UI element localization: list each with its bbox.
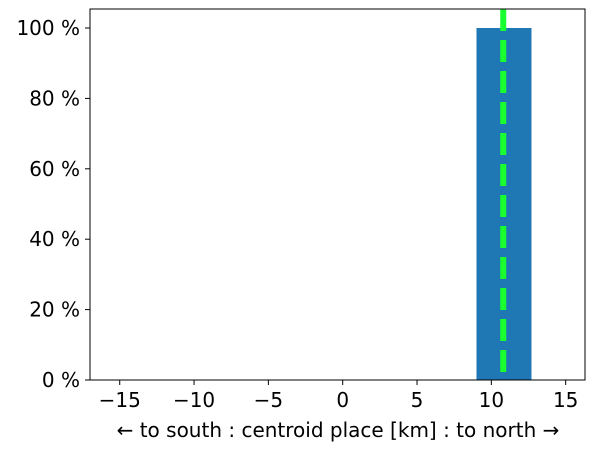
x-tick-label: 5	[411, 388, 424, 412]
y-tick-label: 100 %	[16, 16, 80, 40]
x-axis-label: ← to south : centroid place [km] : to no…	[117, 418, 560, 442]
x-tick-label: −10	[173, 388, 215, 412]
y-tick-label: 0 %	[42, 368, 80, 392]
y-tick-label: 40 %	[29, 227, 80, 251]
x-tick-label: 15	[553, 388, 578, 412]
y-tick-label: 60 %	[29, 157, 80, 181]
x-tick-label: −15	[99, 388, 141, 412]
x-tick-label: −5	[254, 388, 283, 412]
plot-frame	[89, 8, 586, 381]
x-tick-label: 0	[336, 388, 349, 412]
x-tick-label: 10	[479, 388, 504, 412]
y-tick-label: 20 %	[29, 298, 80, 322]
y-tick-label: 80 %	[29, 86, 80, 110]
